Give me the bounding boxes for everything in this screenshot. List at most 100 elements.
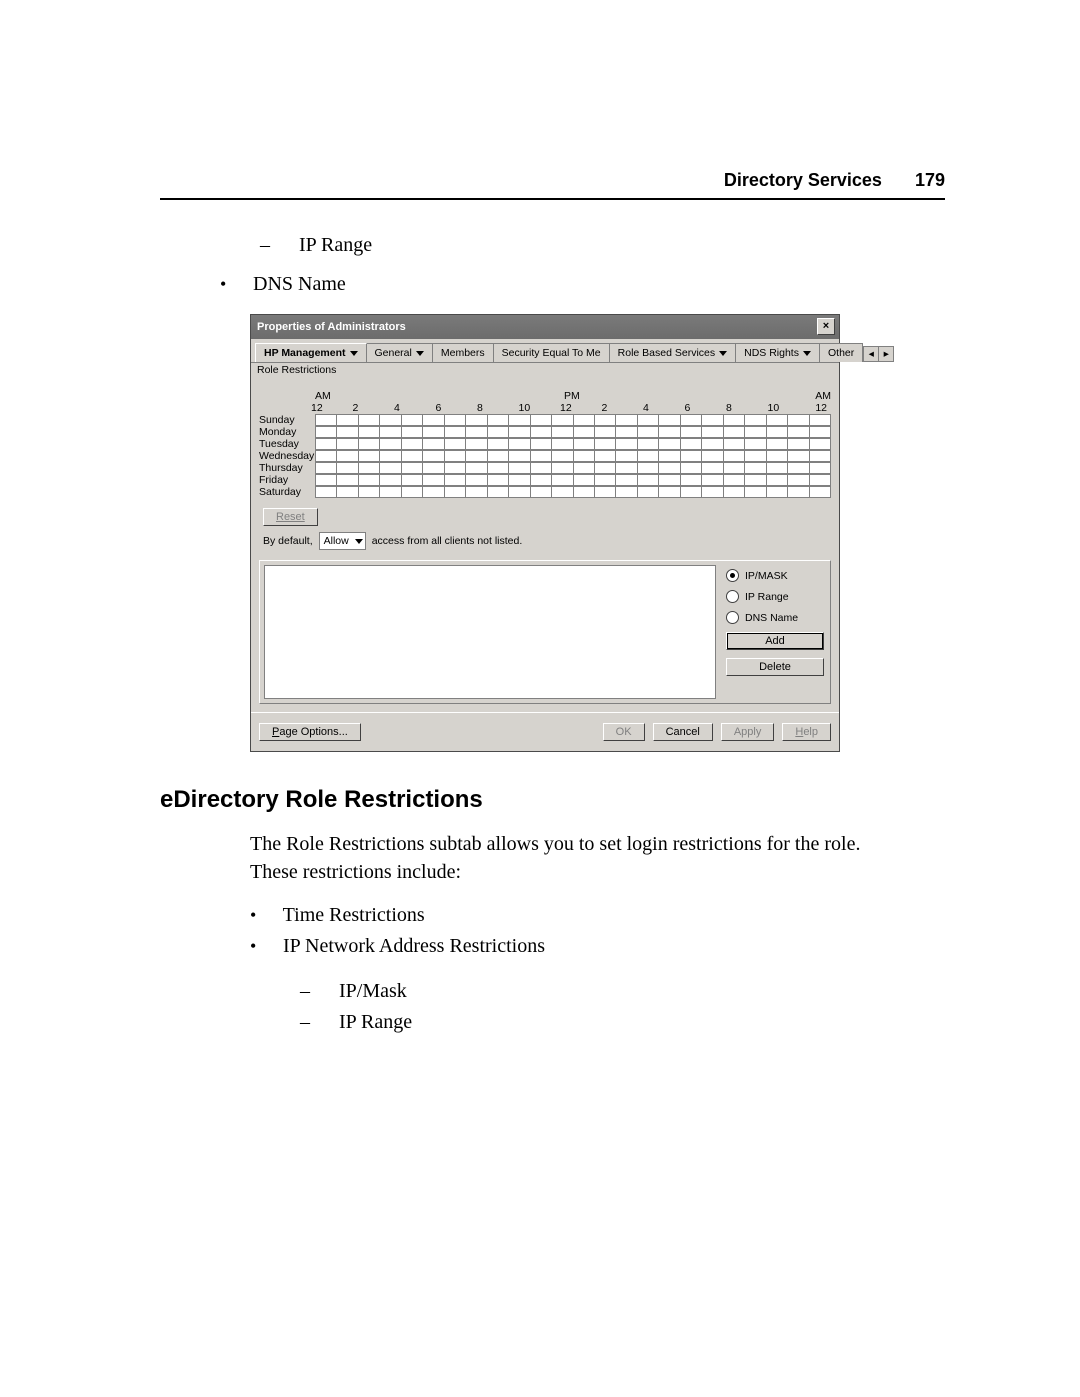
time-cell[interactable] [316,463,337,474]
time-cell[interactable] [595,451,616,462]
time-cell[interactable] [423,487,444,498]
help-button[interactable]: Help [782,723,831,741]
time-cell[interactable] [380,463,401,474]
time-cell[interactable] [488,475,509,486]
tab-scroll-right[interactable]: ▸ [878,347,893,361]
close-button[interactable]: × [817,318,835,335]
time-cell[interactable] [638,427,659,438]
dialog-titlebar[interactable]: Properties of Administrators × [251,315,839,339]
time-cell[interactable] [724,475,745,486]
time-cell[interactable] [788,439,809,450]
time-cell[interactable] [767,487,788,498]
time-cell[interactable] [574,487,595,498]
time-cell[interactable] [552,439,573,450]
time-cell[interactable] [638,415,659,426]
time-cell[interactable] [552,451,573,462]
time-cell[interactable] [380,451,401,462]
time-cell[interactable] [810,439,831,450]
time-cell[interactable] [337,475,358,486]
time-cell[interactable] [659,427,680,438]
time-cell[interactable] [552,487,573,498]
time-cell[interactable] [531,427,552,438]
time-cell[interactable] [402,415,423,426]
time-cell[interactable] [638,487,659,498]
time-cell[interactable] [638,463,659,474]
time-cell[interactable] [638,475,659,486]
address-list[interactable] [264,565,716,699]
time-cell[interactable] [359,415,380,426]
time-cell[interactable] [767,415,788,426]
time-grid-cells[interactable] [315,438,831,450]
time-grid-cells[interactable] [315,474,831,486]
time-grid-cells[interactable] [315,450,831,462]
time-cell[interactable] [745,451,766,462]
time-cell[interactable] [681,427,702,438]
time-cell[interactable] [702,415,723,426]
time-cell[interactable] [724,487,745,498]
tab-nds-rights[interactable]: NDS Rights [735,343,820,362]
time-cell[interactable] [810,487,831,498]
time-cell[interactable] [767,463,788,474]
time-grid-cells[interactable] [315,414,831,426]
tab-hp-management[interactable]: HP Management [255,343,367,362]
time-grid-cells[interactable] [315,426,831,438]
time-cell[interactable] [681,451,702,462]
time-cell[interactable] [659,415,680,426]
time-cell[interactable] [595,427,616,438]
time-cell[interactable] [445,415,466,426]
tab-scroll-left[interactable]: ◂ [864,347,878,361]
time-cell[interactable] [616,487,637,498]
time-cell[interactable] [724,427,745,438]
time-cell[interactable] [423,475,444,486]
time-cell[interactable] [531,463,552,474]
time-cell[interactable] [337,451,358,462]
time-cell[interactable] [745,463,766,474]
time-cell[interactable] [466,427,487,438]
time-cell[interactable] [423,439,444,450]
time-cell[interactable] [531,451,552,462]
tab-members[interactable]: Members [432,343,494,362]
time-cell[interactable] [488,451,509,462]
time-cell[interactable] [724,439,745,450]
time-cell[interactable] [595,475,616,486]
time-cell[interactable] [574,427,595,438]
time-cell[interactable] [767,427,788,438]
time-cell[interactable] [788,475,809,486]
time-cell[interactable] [509,475,530,486]
time-cell[interactable] [509,439,530,450]
time-cell[interactable] [380,427,401,438]
time-cell[interactable] [616,463,637,474]
time-cell[interactable] [702,427,723,438]
time-cell[interactable] [638,439,659,450]
time-cell[interactable] [402,475,423,486]
time-cell[interactable] [595,439,616,450]
time-cell[interactable] [509,427,530,438]
time-cell[interactable] [509,487,530,498]
time-cell[interactable] [681,475,702,486]
time-cell[interactable] [702,487,723,498]
time-cell[interactable] [488,427,509,438]
time-cell[interactable] [402,463,423,474]
time-cell[interactable] [659,451,680,462]
time-cell[interactable] [359,427,380,438]
time-cell[interactable] [745,487,766,498]
time-cell[interactable] [402,451,423,462]
time-cell[interactable] [466,415,487,426]
time-cell[interactable] [745,415,766,426]
time-cell[interactable] [359,487,380,498]
time-cell[interactable] [380,439,401,450]
time-cell[interactable] [488,439,509,450]
time-cell[interactable] [402,487,423,498]
time-cell[interactable] [767,451,788,462]
time-cell[interactable] [595,415,616,426]
time-cell[interactable] [445,439,466,450]
time-cell[interactable] [509,463,530,474]
time-cell[interactable] [531,475,552,486]
time-cell[interactable] [616,427,637,438]
time-cell[interactable] [681,439,702,450]
time-cell[interactable] [616,451,637,462]
time-cell[interactable] [423,463,444,474]
time-cell[interactable] [488,463,509,474]
time-cell[interactable] [337,439,358,450]
time-cell[interactable] [574,463,595,474]
